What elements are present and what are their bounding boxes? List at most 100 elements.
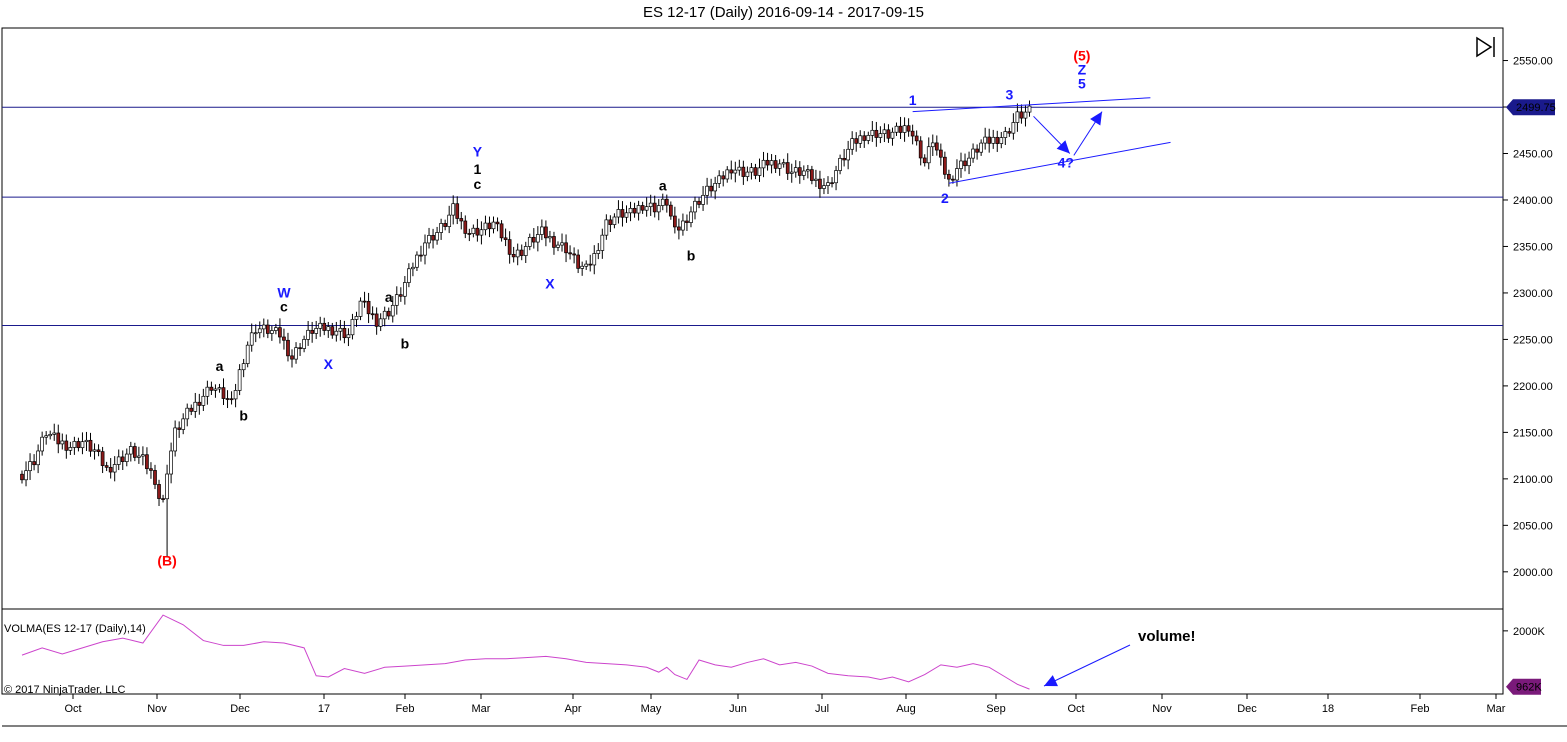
y-tick-label: 2150.00 [1513,427,1553,439]
candle [979,139,983,156]
candle [568,245,572,260]
wave-label: 1 [473,161,481,177]
candle [801,165,806,181]
candle [519,244,524,261]
candle [411,262,415,277]
candle [346,328,351,347]
candle [181,413,186,435]
last-price-tag [1506,99,1555,116]
candle [20,470,24,484]
candle [32,454,36,471]
candle [205,380,210,405]
candle [757,158,762,182]
y-tick-label: 2400.00 [1513,195,1553,207]
candle [407,263,411,288]
candle [632,202,637,218]
wave-label: 5 [1078,75,1086,91]
candle [322,317,327,336]
candle [427,227,431,249]
candle [934,135,939,156]
candle [963,153,967,172]
candle [890,127,895,146]
candle [68,441,73,455]
y-tick-label: 2000.00 [1513,567,1553,579]
candle [241,358,246,378]
candle [910,124,915,145]
candle [36,444,40,474]
candle [995,130,1000,152]
candle [479,221,484,245]
candle [225,390,230,409]
candle [435,226,439,245]
candle [76,437,81,452]
candle [535,226,540,252]
candle [1027,100,1032,117]
candle [124,448,129,467]
candle [108,458,113,479]
candle [483,215,488,236]
candle [1019,104,1024,124]
candle [902,117,907,142]
candle [769,154,774,174]
candle [552,231,556,255]
volma-last-tag [1506,678,1541,695]
candle [725,166,730,183]
candle [84,431,89,451]
candle [40,431,45,456]
candle [644,197,649,217]
candle [278,318,282,344]
candle [652,195,657,218]
candle [362,291,367,308]
candle [886,124,891,143]
candle [96,444,101,457]
candle [656,199,661,221]
candle [640,201,645,214]
candle [826,176,830,194]
candle [854,132,859,152]
candle [685,214,689,231]
candle [608,215,613,233]
candle [733,161,738,183]
copyright: © 2017 NinjaTrader, LLC [4,684,125,696]
candle [596,243,601,260]
candle [878,126,883,144]
candle [842,149,846,167]
x-tick-label: 17 [318,703,330,715]
wave-label: 4? [1058,154,1074,170]
candle [60,433,65,450]
candle [193,392,198,418]
candle [797,161,802,184]
candle [177,421,182,438]
last-price-label: 2499.75 [1516,102,1556,114]
candle [157,479,161,507]
candle [463,215,468,239]
candle [306,321,310,346]
candle [161,494,165,503]
candle [294,342,298,364]
candle [1003,126,1008,146]
candle [302,335,306,353]
candle [370,306,375,320]
candle [165,464,169,557]
candle [697,197,701,209]
candle [350,313,355,340]
candle [870,121,875,142]
up-arrow [1073,111,1103,156]
candle [636,200,641,221]
candle [48,430,53,440]
candle [560,233,564,252]
candle [761,151,766,178]
candle [709,178,713,197]
wave-label: b [401,336,410,352]
chart-title: ES 12-17 (Daily) 2016-09-14 - 2017-09-15 [643,4,924,21]
skip-end-icon[interactable] [1476,36,1495,58]
candle [705,177,709,205]
wave-label: 2 [941,190,949,206]
x-tick-label: Dec [230,703,250,715]
candle [354,311,359,327]
candle [310,321,315,343]
y-tick-label: 2350.00 [1513,241,1553,253]
candle [56,424,61,454]
candle [628,201,633,222]
